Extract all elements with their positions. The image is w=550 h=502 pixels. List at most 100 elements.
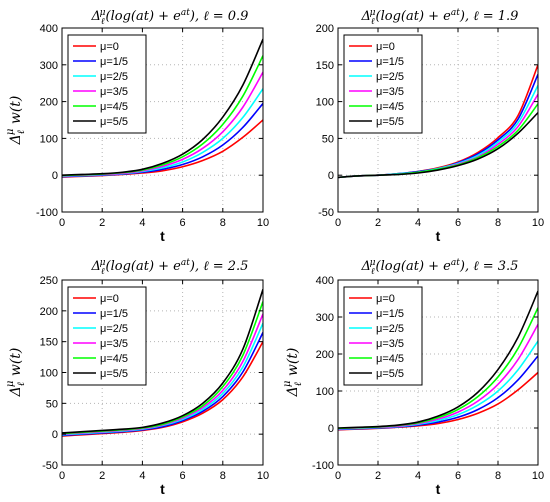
x-tick-label: 6 bbox=[180, 217, 186, 229]
y-axis-label: Δℓμ w(t) bbox=[5, 348, 27, 398]
y-tick-label: 400 bbox=[40, 23, 58, 35]
legend-label: μ=1/5 bbox=[100, 56, 128, 68]
chart-title: Δℓμ(log(at) + eat), ℓ = 3.5 bbox=[361, 258, 519, 277]
x-tick-label: 10 bbox=[257, 217, 269, 229]
legend-label: μ=4/5 bbox=[376, 353, 404, 365]
y-tick-label: -50 bbox=[42, 460, 58, 472]
legend-label: μ=2/5 bbox=[376, 323, 404, 335]
x-tick-label: 10 bbox=[532, 470, 544, 482]
legend-label: μ=0 bbox=[100, 41, 119, 53]
y-tick-label: -100 bbox=[36, 207, 58, 219]
x-tick-label: 8 bbox=[220, 470, 226, 482]
y-tick-label: 0 bbox=[52, 429, 58, 441]
y-tick-label: -100 bbox=[312, 460, 334, 472]
x-tick-label: 8 bbox=[495, 470, 501, 482]
y-tick-label: 0 bbox=[52, 170, 58, 182]
axes-frame bbox=[337, 27, 539, 213]
y-tick-label: 100 bbox=[316, 386, 334, 398]
legend-label: μ=3/5 bbox=[100, 338, 128, 350]
chart-title: Δℓμ(log(at) + eat), ℓ = 0.9 bbox=[91, 8, 249, 27]
legend-box bbox=[67, 34, 147, 134]
y-tick-label: 200 bbox=[316, 23, 334, 35]
y-tick-label: 0 bbox=[328, 423, 334, 435]
y-tick-label: 100 bbox=[40, 368, 58, 380]
chart-title: Δℓμ(log(at) + eat), ℓ = 2.5 bbox=[91, 258, 249, 277]
legend-label: μ=0 bbox=[100, 293, 119, 305]
y-tick-label: 150 bbox=[40, 337, 58, 349]
axes-frame bbox=[61, 27, 264, 213]
legend-box bbox=[343, 286, 423, 386]
legend-label: μ=5/5 bbox=[100, 116, 128, 128]
y-tick-label: 0 bbox=[328, 170, 334, 182]
legend-label: μ=2/5 bbox=[100, 71, 128, 83]
legend-label: μ=4/5 bbox=[100, 353, 128, 365]
chart-title: Δℓμ(log(at) + eat), ℓ = 1.9 bbox=[361, 8, 519, 27]
x-axis-label: t bbox=[160, 481, 165, 497]
legend-label: μ=5/5 bbox=[100, 368, 128, 380]
legend: μ=0 μ=1/5 μ=2/5 μ=3/5 μ=4/5 μ=5/5 bbox=[67, 286, 147, 386]
legend-label: μ=3/5 bbox=[100, 86, 128, 98]
series-line-5 bbox=[338, 112, 538, 179]
chart-panel: 0 2 4 6 8 10-50050100150200tμ=0μ=1/5μ=2/5μ=3/… bbox=[316, 23, 544, 244]
x-axis-label: t bbox=[436, 481, 441, 497]
y-tick-label: 200 bbox=[40, 97, 58, 109]
y-tick-label: -50 bbox=[318, 207, 334, 219]
legend-label: μ=3/5 bbox=[376, 338, 404, 350]
series-line-5 bbox=[338, 290, 538, 429]
legend-label: μ=5/5 bbox=[376, 116, 404, 128]
legend-label: μ=4/5 bbox=[100, 101, 128, 113]
y-axis-label: Δℓμ w(t) bbox=[282, 348, 304, 398]
legend-label: μ=2/5 bbox=[376, 71, 404, 83]
x-tick-label: 10 bbox=[532, 217, 544, 229]
y-tick-label: 50 bbox=[322, 133, 334, 145]
legend-label: μ=5/5 bbox=[376, 368, 404, 380]
x-axis-label: t bbox=[436, 228, 441, 244]
x-tick-label: 4 bbox=[139, 470, 145, 482]
x-tick-label: 2 bbox=[375, 470, 381, 482]
chart-panel: 0 2 4 6 8 10-1000100200300400tμ=0μ=1/5μ=2/5μ=… bbox=[312, 275, 544, 497]
chart-panel: 0 2 4 6 8 10-1000100200300400tμ=0μ=1/5μ=2/5μ=… bbox=[36, 23, 269, 244]
legend-label: μ=0 bbox=[376, 293, 395, 305]
y-tick-label: 100 bbox=[40, 133, 58, 145]
legend-label: μ=1/5 bbox=[376, 56, 404, 68]
y-tick-label: 250 bbox=[40, 275, 58, 287]
legend-label: μ=4/5 bbox=[376, 101, 404, 113]
x-axis-label: t bbox=[160, 228, 165, 244]
x-tick-label: 0 bbox=[335, 217, 341, 229]
y-tick-label: 150 bbox=[316, 60, 334, 72]
chart-panel: 0 2 4 6 8 10-50050100150200250tμ=0μ=1/5μ=2/5μ… bbox=[40, 275, 269, 497]
legend: μ=0 μ=1/5 μ=2/5 μ=3/5 μ=4/5 μ=5/5 bbox=[343, 286, 423, 386]
y-tick-label: 300 bbox=[40, 60, 58, 72]
series-line-5 bbox=[62, 38, 263, 176]
x-tick-label: 4 bbox=[415, 470, 421, 482]
y-tick-label: 200 bbox=[316, 349, 334, 361]
legend-label: μ=0 bbox=[376, 41, 395, 53]
legend-label: μ=1/5 bbox=[100, 308, 128, 320]
y-tick-label: 50 bbox=[46, 398, 58, 410]
x-tick-label: 2 bbox=[99, 217, 105, 229]
legend-label: μ=2/5 bbox=[100, 323, 128, 335]
legend-box bbox=[67, 286, 147, 386]
series-line-5 bbox=[62, 288, 263, 434]
x-tick-label: 0 bbox=[335, 470, 341, 482]
legend-box bbox=[343, 34, 423, 134]
y-tick-label: 100 bbox=[316, 97, 334, 109]
x-tick-label: 6 bbox=[455, 470, 461, 482]
x-tick-label: 0 bbox=[59, 470, 65, 482]
x-tick-label: 8 bbox=[495, 217, 501, 229]
x-tick-label: 4 bbox=[139, 217, 145, 229]
x-tick-label: 6 bbox=[180, 470, 186, 482]
legend-label: μ=1/5 bbox=[376, 308, 404, 320]
x-tick-label: 2 bbox=[375, 217, 381, 229]
axes-frame bbox=[337, 279, 539, 466]
x-tick-label: 8 bbox=[220, 217, 226, 229]
x-tick-label: 6 bbox=[455, 217, 461, 229]
x-tick-label: 0 bbox=[59, 217, 65, 229]
x-tick-label: 2 bbox=[99, 470, 105, 482]
y-tick-label: 200 bbox=[40, 306, 58, 318]
y-tick-label: 400 bbox=[316, 275, 334, 287]
x-tick-label: 4 bbox=[415, 217, 421, 229]
x-tick-label: 10 bbox=[257, 470, 269, 482]
y-axis-label: Δℓμ w(t) bbox=[5, 96, 27, 146]
